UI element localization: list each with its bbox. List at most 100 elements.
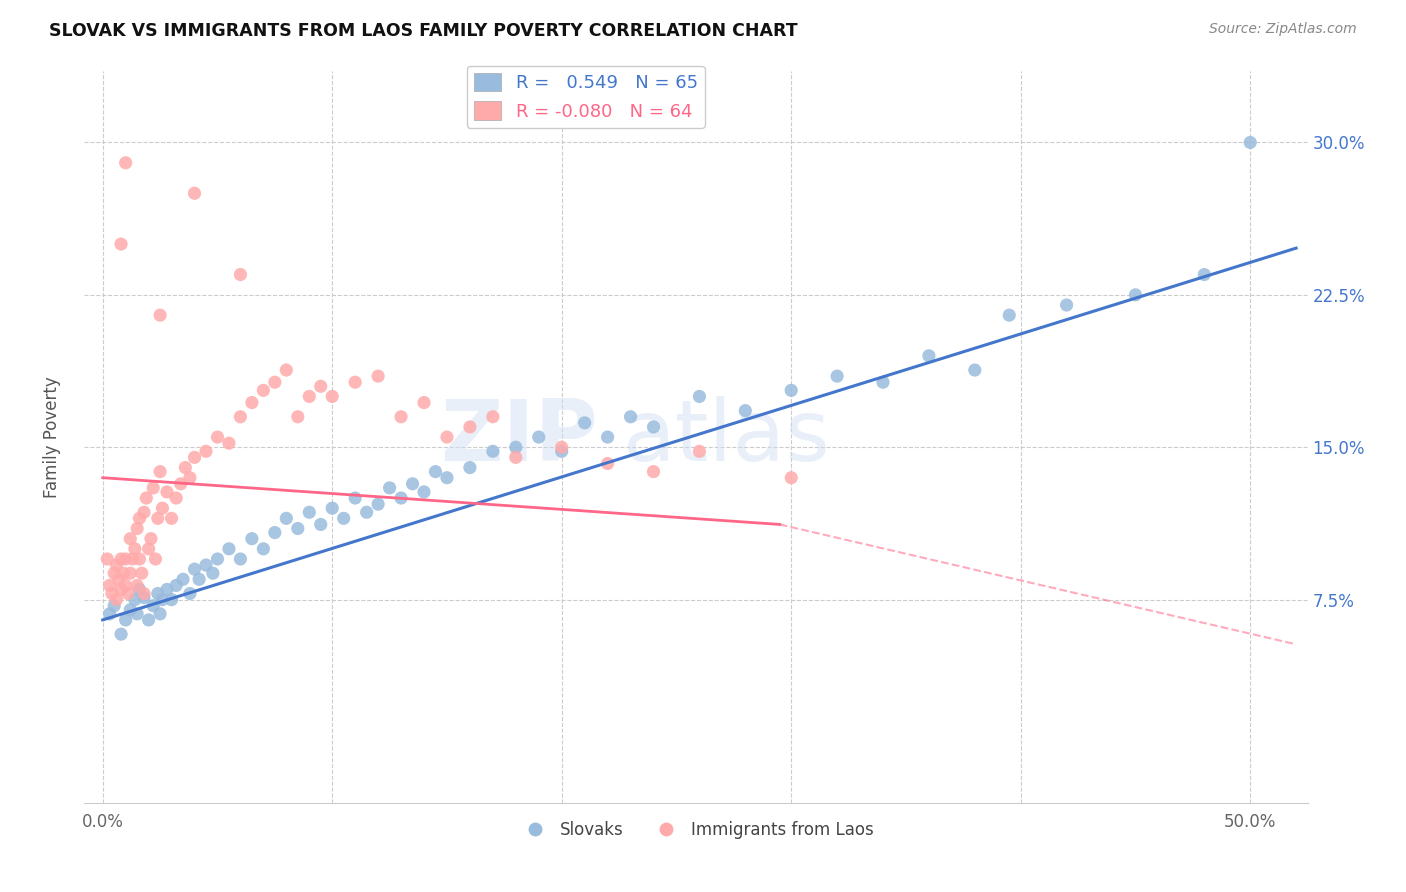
Point (150, 592, 173, 607)
Point (174, 460, 197, 475)
Point (367, 497, 389, 511)
Point (128, 582, 150, 597)
Point (165, 491, 187, 505)
Point (179, 586, 201, 600)
Point (963, 363, 986, 377)
Point (103, 566, 125, 581)
Point (321, 389, 343, 403)
Point (127, 521, 149, 535)
Point (436, 471, 458, 485)
Point (183, 450, 205, 465)
Point (287, 521, 309, 535)
Point (240, 395, 263, 409)
Point (183, 186, 205, 201)
Point (165, 578, 187, 592)
Point (309, 379, 332, 393)
Point (132, 505, 155, 519)
Point (150, 501, 173, 516)
Point (135, 491, 157, 505)
Point (218, 541, 240, 556)
Point (124, 541, 146, 556)
Point (114, 578, 136, 592)
Point (505, 440, 527, 454)
Point (107, 572, 129, 586)
Text: atlas: atlas (623, 395, 831, 479)
Point (619, 409, 641, 424)
Point (378, 481, 401, 495)
Point (309, 517, 332, 532)
Point (229, 552, 252, 566)
Point (98, 578, 121, 592)
Point (872, 376, 894, 390)
Point (110, 627, 132, 641)
Point (120, 566, 142, 581)
Point (188, 572, 211, 586)
Point (240, 532, 263, 546)
Point (413, 485, 436, 500)
Point (413, 395, 436, 409)
Point (101, 586, 124, 600)
Point (105, 592, 128, 607)
Point (596, 430, 619, 444)
Point (170, 476, 193, 491)
Point (195, 444, 218, 458)
Point (229, 268, 252, 282)
Point (332, 511, 354, 525)
Point (734, 403, 756, 417)
Point (201, 566, 224, 581)
Point (98, 607, 121, 621)
Point (207, 430, 229, 444)
Point (482, 409, 505, 424)
Point (1125, 288, 1147, 302)
Point (128, 511, 150, 525)
Point (551, 444, 574, 458)
Point (138, 613, 160, 627)
Point (110, 237, 132, 252)
Point (263, 525, 285, 540)
Point (229, 409, 252, 424)
Point (918, 349, 941, 363)
Point (131, 566, 153, 581)
Point (458, 420, 481, 434)
Point (596, 457, 619, 471)
Point (482, 444, 505, 458)
Point (146, 586, 169, 600)
Point (551, 440, 574, 454)
Point (121, 552, 143, 566)
Point (183, 562, 205, 576)
Point (252, 384, 274, 398)
Point (120, 532, 142, 546)
Point (156, 582, 179, 597)
Point (172, 572, 194, 586)
Point (458, 460, 481, 475)
Point (643, 420, 665, 434)
Point (276, 363, 298, 377)
Text: Source: ZipAtlas.com: Source: ZipAtlas.com (1209, 22, 1357, 37)
Point (367, 369, 389, 384)
Point (179, 471, 201, 485)
Point (120, 603, 142, 617)
Point (643, 465, 665, 479)
Point (127, 578, 149, 592)
Point (344, 376, 367, 390)
Point (1056, 298, 1078, 312)
Point (389, 491, 412, 505)
Point (276, 511, 298, 525)
Point (149, 308, 172, 322)
Point (998, 308, 1021, 322)
Point (207, 552, 229, 566)
Text: SLOVAK VS IMMIGRANTS FROM LAOS FAMILY POVERTY CORRELATION CHART: SLOVAK VS IMMIGRANTS FROM LAOS FAMILY PO… (49, 22, 797, 40)
Point (139, 532, 162, 546)
Point (124, 592, 146, 607)
Point (160, 511, 183, 525)
Point (356, 505, 378, 519)
Point (149, 465, 172, 479)
Point (132, 586, 155, 600)
Point (436, 430, 458, 444)
Point (117, 586, 139, 600)
Point (114, 552, 136, 566)
Point (298, 505, 321, 519)
Point (112, 566, 135, 581)
Point (156, 485, 179, 500)
Point (263, 376, 285, 390)
